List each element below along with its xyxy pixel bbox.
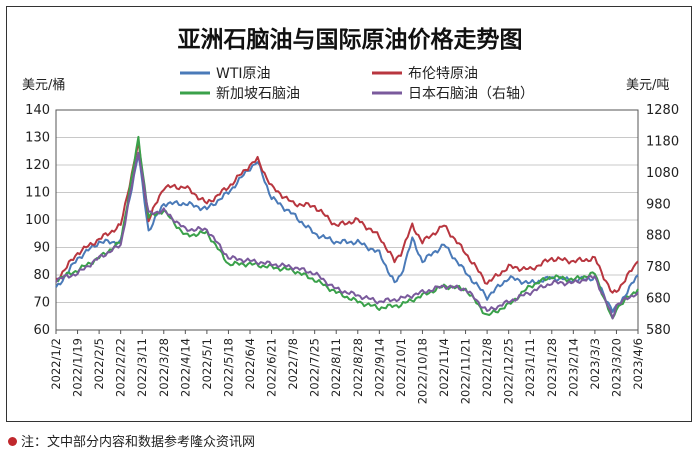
right-tick-label: 780	[646, 260, 671, 275]
left-tick-label: 110	[25, 186, 50, 201]
x-tick-label: 2023/2/14	[566, 338, 580, 397]
left-tick-label: 70	[33, 296, 50, 311]
footnote-bullet-icon	[8, 437, 17, 446]
right-tick-label: 980	[646, 197, 671, 212]
series-line-1	[55, 153, 639, 313]
footnote-text: 注：文中部分内容和数据参考隆众资讯网	[21, 435, 256, 450]
x-axis: 2022/1/2 2022/1/19 2022/2/5 2022/2/22 2022/3…	[49, 330, 645, 404]
left-tick-label: 100	[25, 213, 50, 228]
right-tick-label: 580	[646, 323, 671, 338]
chart-title: 亚洲石脑油与国际原油价格走势图	[177, 27, 523, 53]
right-axis: 580 680 780 880 980 1080 1180 1280	[646, 103, 679, 338]
legend-label: 日本石脑油（右轴）	[408, 86, 534, 102]
x-tick-label: 2022/7/25	[308, 338, 322, 397]
series-line-2	[55, 139, 639, 294]
right-tick-label: 1080	[646, 166, 679, 181]
x-tick-label: 2022/2/22	[114, 338, 128, 397]
x-tick-label: 2022/3/11	[135, 338, 149, 397]
series-line-4	[55, 151, 639, 320]
x-tick-label: 2022/8/28	[351, 338, 365, 397]
x-tick-label: 2022/4/14	[178, 338, 192, 397]
x-tick-label: 2022/12/8	[480, 338, 494, 397]
x-tick-label: 2022/2/5	[92, 338, 106, 390]
left-tick-label: 120	[25, 158, 50, 173]
left-axis-unit: 美元/桶	[22, 78, 65, 93]
x-tick-label: 2022/10/18	[415, 338, 429, 404]
x-tick-label: 2023/4/6	[631, 338, 645, 390]
x-tick-label: 2022/3/28	[157, 338, 171, 397]
footnote: 注：文中部分内容和数据参考隆众资讯网	[8, 431, 255, 450]
left-axis: 60 70 80 90 100 110 120 130 140	[25, 103, 50, 338]
x-tick-label: 2022/7/8	[286, 338, 300, 390]
x-tick-label: 2023/1/11	[523, 338, 537, 397]
x-tick-label: 2022/5/18	[221, 338, 235, 397]
left-tick-label: 90	[33, 241, 50, 256]
x-tick-label: 2022/9/14	[372, 338, 386, 397]
x-tick-label: 2022/11/4	[437, 338, 451, 397]
right-tick-label: 880	[646, 229, 671, 244]
right-tick-label: 680	[646, 292, 671, 307]
x-tick-label: 2022/1/19	[71, 338, 85, 397]
legend-label: WTI原油	[216, 66, 271, 82]
x-tick-label: 2023/3/20	[609, 338, 623, 397]
x-tick-label: 2022/8/11	[329, 338, 343, 397]
x-tick-label: 2022/6/21	[265, 338, 279, 397]
x-tick-label: 2023/3/3	[588, 338, 602, 390]
plot-area	[55, 109, 639, 331]
left-tick-label: 60	[33, 323, 50, 338]
legend-label: 布伦特原油	[408, 66, 478, 82]
chart-frame	[6, 6, 692, 422]
series-layer	[55, 135, 639, 320]
x-tick-label: 2022/10/1	[394, 338, 408, 397]
left-tick-label: 80	[33, 268, 50, 283]
plot-border	[55, 109, 639, 331]
x-tick-label: 2022/1/2	[49, 338, 63, 390]
x-tick-label: 2023/1/28	[545, 338, 559, 397]
legend-label: 新加坡石脑油	[216, 86, 300, 102]
left-tick-label: 130	[25, 131, 50, 146]
series-line-3	[56, 135, 639, 320]
left-tick-label: 140	[25, 103, 50, 118]
x-tick-label: 2022/6/4	[243, 338, 257, 390]
right-tick-label: 1280	[646, 103, 679, 118]
right-tick-label: 1180	[646, 134, 679, 149]
chart-svg: 60 70 80 90 100 110 120 130 140 580 680 780 880 980 1…	[22, 66, 679, 404]
x-tick-label: 2022/11/21	[459, 338, 473, 404]
right-axis-unit: 美元/吨	[626, 78, 669, 93]
x-tick-label: 2022/5/1	[200, 338, 214, 390]
x-tick-label: 2022/12/25	[502, 338, 516, 404]
